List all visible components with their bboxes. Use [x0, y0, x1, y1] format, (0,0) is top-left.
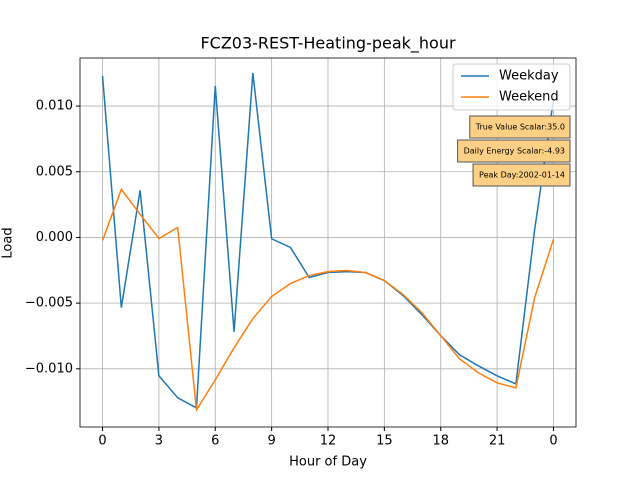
x-tick-label: 21	[489, 434, 506, 449]
x-axis-label: Hour of Day	[289, 455, 367, 470]
x-tick-label: 18	[432, 434, 449, 449]
y-axis-label: Load	[1, 227, 16, 258]
chart-title: FCZ03-REST-Heating-peak_hour	[200, 34, 456, 54]
x-tick-label: 15	[376, 434, 393, 449]
annotation-box	[469, 115, 571, 139]
y-tick-label: 0.000	[36, 230, 73, 245]
data-line	[101, 187, 555, 413]
legend-label: Weekend	[499, 90, 559, 105]
annotation: Daily Energy Scalar:-4.93	[464, 147, 565, 156]
annotation: True Value Scalar:35.0	[475, 123, 565, 132]
x-tick-label: 12	[320, 434, 337, 449]
plot-frame	[79, 57, 577, 428]
x-tick-label: 0	[98, 434, 106, 449]
y-tick-label: 0.010	[36, 99, 73, 114]
y-tick-label: 0.005	[36, 164, 73, 179]
y-tick-label: −0.005	[25, 296, 73, 311]
legend-label: Weekday	[499, 69, 559, 84]
data-line	[101, 72, 555, 410]
x-tick-label: 0	[549, 434, 557, 449]
x-tick-label: 9	[267, 434, 275, 449]
x-tick-label: 6	[211, 434, 219, 449]
annotation: Peak Day:2002-01-14	[479, 171, 565, 180]
y-tick-label: −0.010	[25, 361, 73, 376]
x-tick-label: 3	[155, 434, 163, 449]
annotation-box	[457, 139, 571, 163]
annotation-box	[472, 163, 571, 187]
